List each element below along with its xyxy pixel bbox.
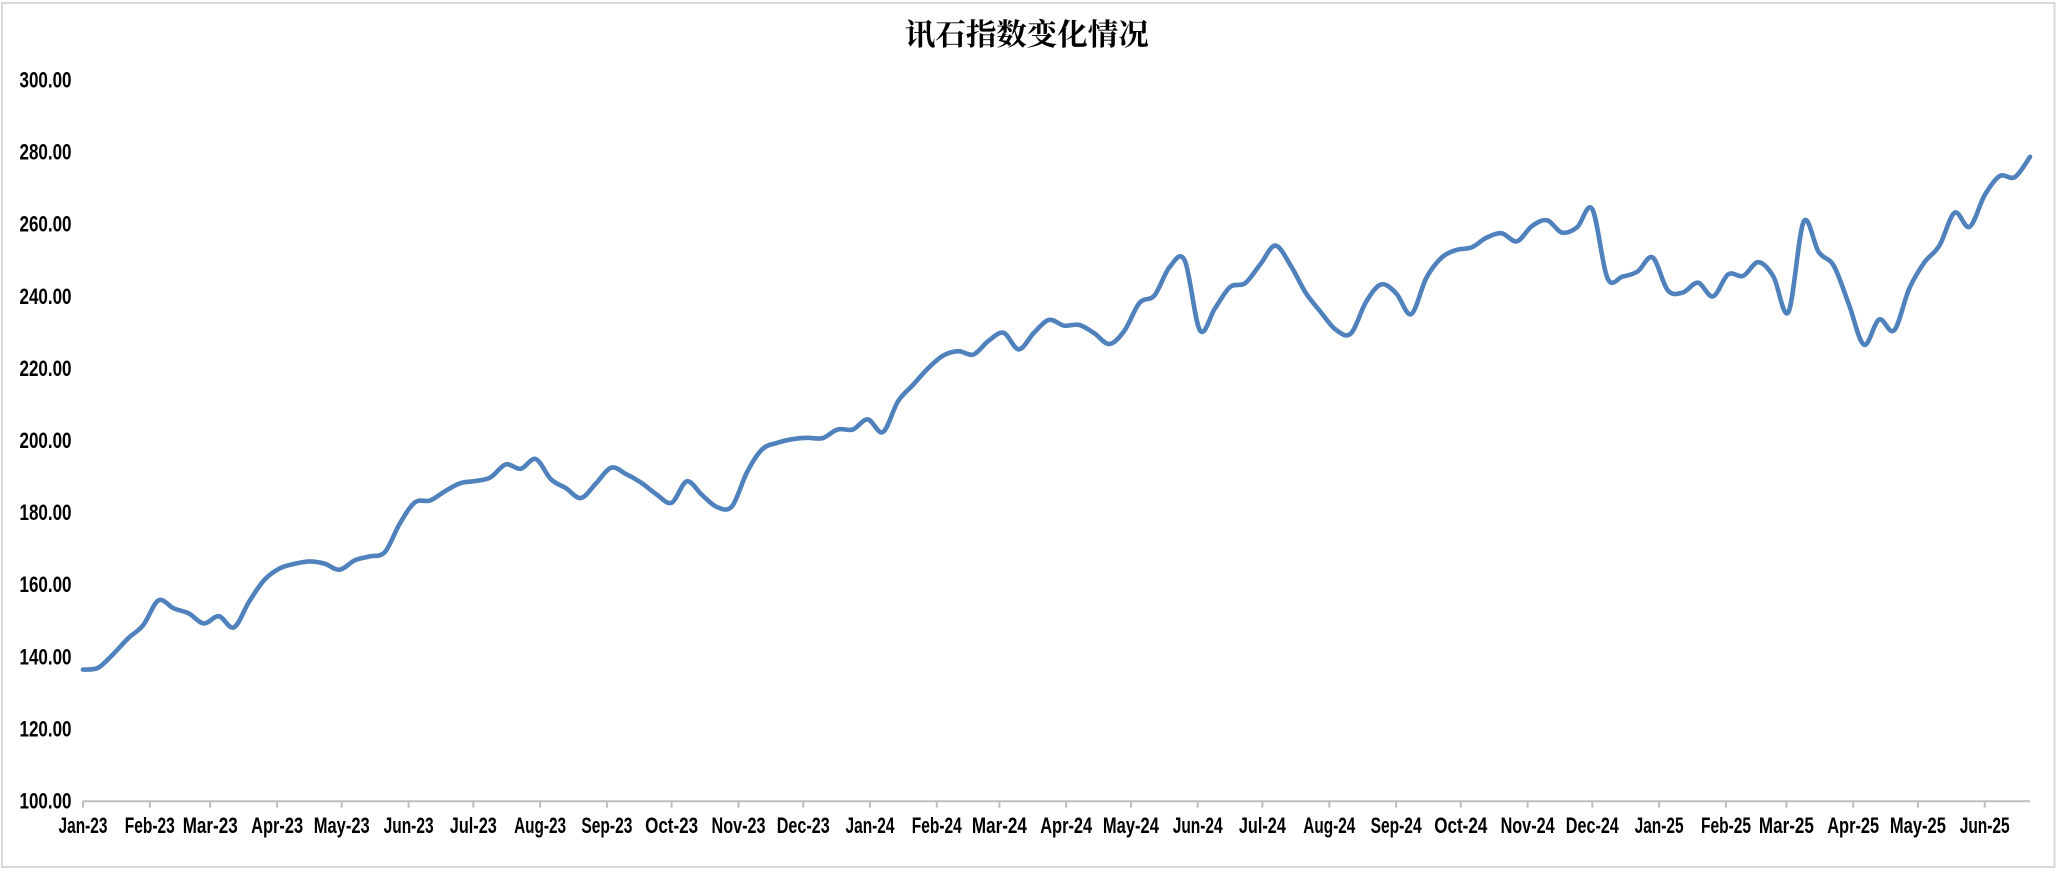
svg-text:Jul-24: Jul-24: [1239, 813, 1287, 838]
svg-text:280.00: 280.00: [20, 140, 72, 165]
svg-text:Sep-23: Sep-23: [581, 813, 632, 838]
svg-text:300.00: 300.00: [20, 67, 72, 92]
svg-text:Jul-23: Jul-23: [450, 813, 497, 838]
svg-text:Oct-24: Oct-24: [1434, 813, 1488, 838]
svg-text:100.00: 100.00: [20, 789, 72, 814]
svg-text:Mar-24: Mar-24: [972, 813, 1028, 838]
svg-text:Feb-24: Feb-24: [912, 813, 963, 838]
svg-text:Dec-23: Dec-23: [777, 813, 830, 838]
svg-text:Aug-23: Aug-23: [514, 813, 566, 838]
svg-text:220.00: 220.00: [20, 356, 72, 381]
svg-text:Dec-24: Dec-24: [1566, 813, 1620, 838]
svg-text:Mar-23: Mar-23: [183, 813, 238, 838]
svg-text:Sep-24: Sep-24: [1371, 813, 1423, 838]
svg-text:Jun-23: Jun-23: [384, 813, 434, 838]
svg-text:Jan-25: Jan-25: [1635, 813, 1684, 838]
svg-text:Jan-24: Jan-24: [846, 813, 896, 838]
svg-text:May-24: May-24: [1103, 813, 1160, 838]
svg-text:Apr-23: Apr-23: [251, 813, 303, 838]
svg-text:May-25: May-25: [1890, 813, 1946, 838]
svg-text:May-23: May-23: [314, 813, 370, 838]
svg-text:Mar-25: Mar-25: [1759, 813, 1814, 838]
svg-text:Aug-24: Aug-24: [1303, 813, 1356, 838]
svg-text:180.00: 180.00: [20, 500, 72, 525]
svg-text:Jun-24: Jun-24: [1173, 813, 1224, 838]
svg-text:Nov-24: Nov-24: [1501, 813, 1556, 838]
svg-text:Oct-23: Oct-23: [645, 813, 698, 838]
svg-text:Apr-24: Apr-24: [1040, 813, 1093, 838]
svg-text:Feb-25: Feb-25: [1701, 813, 1751, 838]
svg-text:120.00: 120.00: [20, 716, 72, 741]
svg-text:Jun-25: Jun-25: [1960, 813, 2010, 838]
svg-text:240.00: 240.00: [20, 284, 72, 309]
svg-text:200.00: 200.00: [20, 428, 72, 453]
svg-text:140.00: 140.00: [20, 644, 72, 669]
svg-text:Apr-25: Apr-25: [1827, 813, 1879, 838]
svg-text:Feb-23: Feb-23: [125, 813, 175, 838]
svg-text:260.00: 260.00: [20, 212, 72, 237]
svg-text:Nov-23: Nov-23: [712, 813, 766, 838]
svg-text:Jan-23: Jan-23: [59, 813, 108, 838]
svg-text:160.00: 160.00: [20, 572, 72, 597]
